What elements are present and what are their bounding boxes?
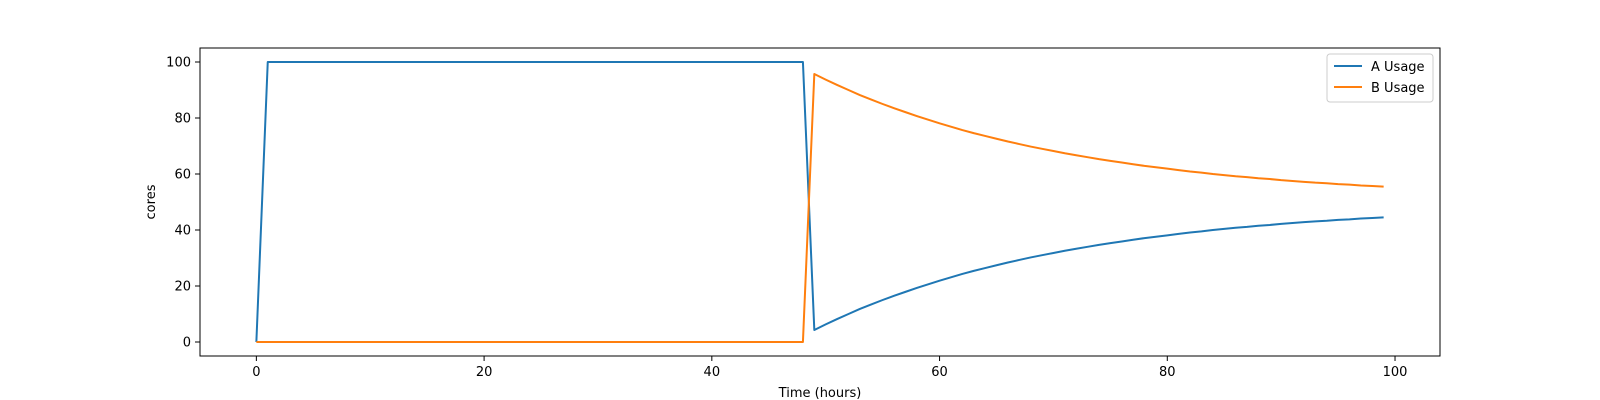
y-tick-label: 60 [174, 168, 191, 183]
series-line-a-usage [255, 61, 1384, 343]
y-tick-label: 20 [174, 280, 191, 295]
series-line-b-usage [256, 73, 1384, 343]
x-tick-label: 80 [1159, 365, 1176, 380]
x-axis: 0 20 40 60 80 100 [252, 356, 1407, 380]
x-tick-label: 60 [931, 365, 948, 380]
plot-area [200, 48, 1440, 356]
y-tick-label: 100 [166, 56, 191, 71]
x-tick-label: 100 [1383, 365, 1408, 380]
plot-frame [199, 47, 1441, 357]
y-tick-label: 0 [183, 336, 191, 351]
x-axis-label: Time (hours) [778, 386, 862, 400]
legend-label-b-usage: B Usage [1371, 81, 1425, 96]
y-axis-label: cores [144, 184, 159, 219]
x-tick-label: 40 [704, 365, 721, 380]
y-tick-label: 40 [174, 224, 191, 239]
y-axis: 0 20 40 60 80 100 [166, 56, 200, 351]
legend-label-a-usage: A Usage [1371, 60, 1425, 75]
x-tick-label: 0 [252, 365, 260, 380]
y-tick-label: 80 [174, 112, 191, 127]
legend: A Usage B Usage [1326, 53, 1434, 103]
x-tick-label: 20 [476, 365, 493, 380]
series-layer [255, 61, 1384, 343]
